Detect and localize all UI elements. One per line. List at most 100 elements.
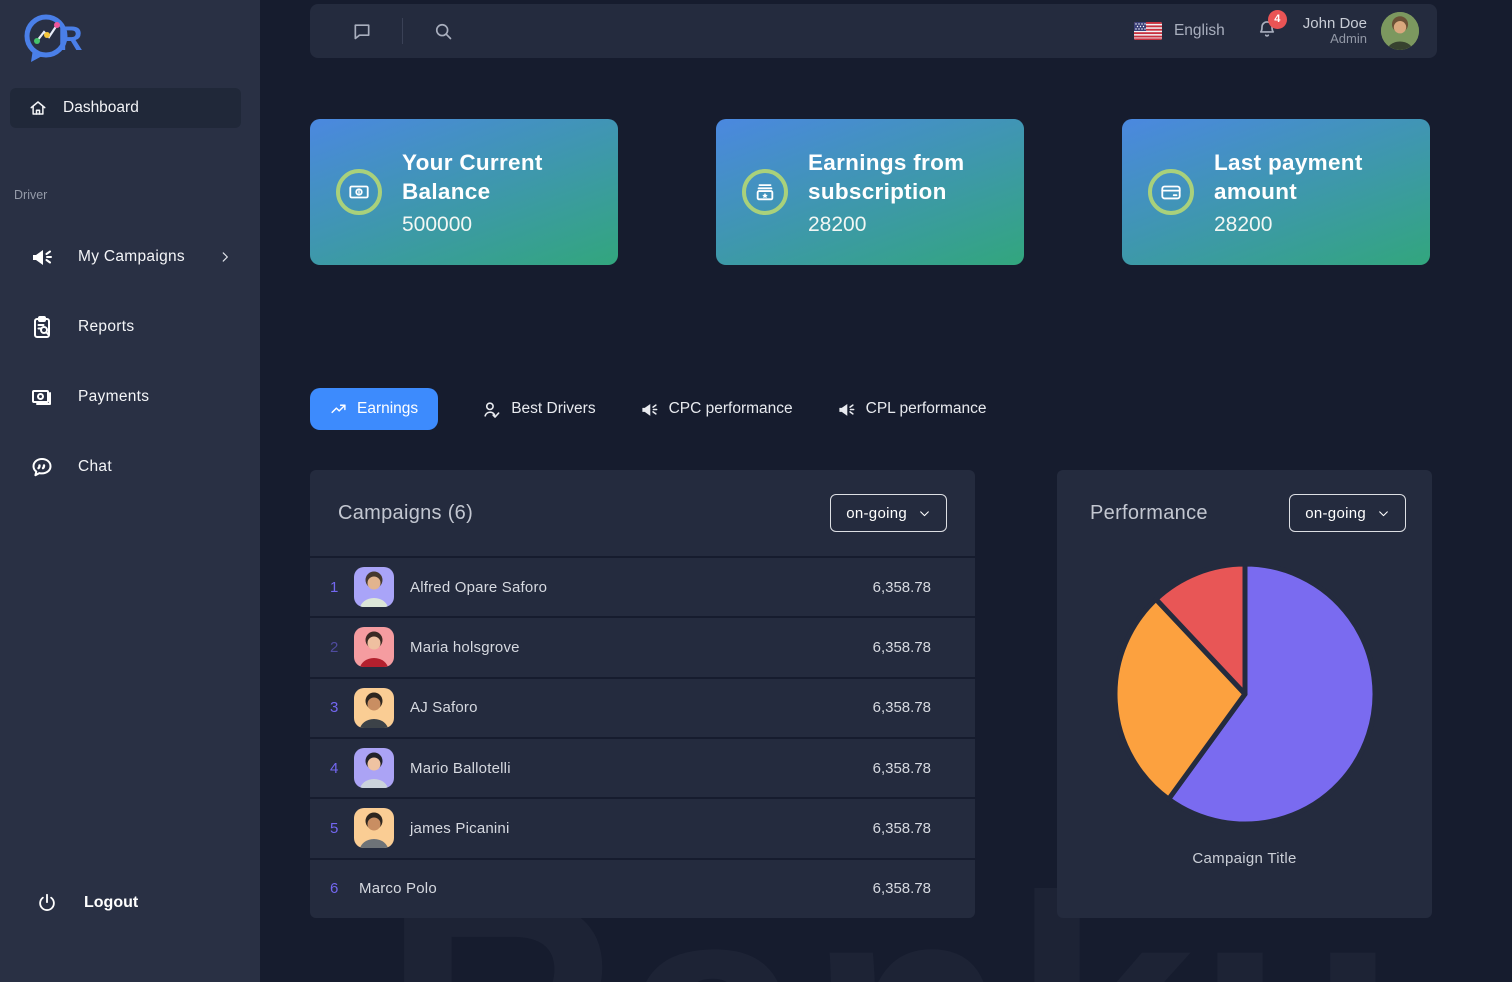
performance-panel: Performance on-going Campaign Title: [1057, 470, 1432, 918]
logout-button[interactable]: Logout: [36, 892, 138, 914]
driver-avatar: [354, 748, 394, 789]
user-avatar[interactable]: [1381, 12, 1419, 50]
tab-label: CPC performance: [668, 400, 793, 417]
tab-best-drivers[interactable]: Best Drivers: [482, 400, 596, 419]
tab-cpl-performance[interactable]: CPL performance: [837, 400, 987, 419]
driver-avatar: [354, 687, 394, 728]
campaign-row[interactable]: 3 AJ Saforo 6,358.78: [310, 676, 975, 737]
banknote-icon: [32, 390, 51, 405]
logo-icon: R: [24, 14, 83, 62]
tab-label: Earnings: [357, 400, 419, 417]
sidebar-nav: My Campaigns Reports Payments: [0, 222, 260, 502]
power-icon: [39, 893, 55, 911]
tab-earnings[interactable]: Earnings: [310, 388, 439, 430]
card-title: Last payment amount: [1214, 149, 1363, 204]
sidebar-item-reports[interactable]: Reports: [0, 292, 260, 362]
campaigns-panel: Campaigns (6) on-going 1 Alfred Opare Sa…: [310, 470, 975, 918]
driver-name: AJ Saforo: [410, 699, 478, 717]
card-icon-ring: [742, 169, 788, 215]
sidebar-item-dashboard[interactable]: Dashboard: [10, 88, 241, 128]
pie-slice-tertiary: [1153, 561, 1247, 697]
dashboard-label: Dashboard: [63, 99, 139, 116]
card-last-payment: Last payment amount 28200: [1122, 119, 1430, 265]
campaign-row[interactable]: 2 Maria holsgrove 6,358.78: [310, 616, 975, 676]
topbar-right: English 4 John Doe Admin: [1133, 9, 1419, 50]
filter-value: on-going: [1305, 504, 1366, 522]
pie-slice-primary: [1165, 561, 1377, 827]
row-rank: 6: [330, 880, 339, 898]
campaign-row[interactable]: 5 james Picanini 6,358.78: [310, 797, 975, 857]
user-check-icon: [484, 401, 500, 418]
campaign-row[interactable]: 1 Alfred Opare Saforo 6,358.78: [310, 556, 975, 616]
message-icon[interactable]: [352, 21, 372, 41]
earning-value: 6,358.78: [872, 699, 931, 717]
card-icon-ring: [1148, 169, 1194, 215]
bell-icon: [1259, 20, 1274, 37]
tab-label: CPL performance: [865, 400, 987, 417]
megaphone-icon: [839, 403, 855, 416]
notification-count-badge: 4: [1267, 9, 1287, 29]
driver-name: Mario Ballotelli: [410, 759, 511, 777]
performance-filter-dropdown[interactable]: on-going: [1289, 494, 1406, 532]
driver-avatar: [354, 567, 394, 608]
app-logo[interactable]: R: [20, 12, 86, 73]
earning-value: 6,358.78: [872, 578, 931, 596]
banknote-icon: [349, 185, 369, 199]
card-value: 28200: [808, 212, 867, 236]
nav-label: Payments: [78, 388, 150, 405]
earning-value: 6,358.78: [872, 759, 931, 777]
topbar: English 4 John Doe Admin: [310, 4, 1437, 58]
driver-name: Alfred Opare Saforo: [410, 578, 548, 596]
nav-label: My Campaigns: [78, 248, 185, 265]
tab-cpc-performance[interactable]: CPC performance: [640, 400, 793, 419]
report-search-icon: [34, 316, 50, 338]
avatar-graphic: [1381, 12, 1419, 50]
chat-icon: [32, 458, 52, 477]
user-info[interactable]: John Doe Admin: [1303, 15, 1367, 47]
chevron-down-icon: [1379, 510, 1388, 516]
row-rank: 5: [330, 819, 339, 837]
stat-cards: Your Current Balance 500000 Earnings fro…: [310, 119, 1430, 265]
sidebar-item-chat[interactable]: Chat: [0, 432, 260, 502]
logout-label: Logout: [84, 894, 139, 911]
card-value: 28200: [1214, 212, 1273, 236]
driver-name: Maria holsgrove: [410, 638, 520, 656]
user-role: Admin: [1330, 31, 1367, 47]
campaigns-filter-dropdown[interactable]: on-going: [830, 494, 947, 532]
performance-pie: [1112, 561, 1377, 827]
sidebar: R Dashboard Driver My Campaigns: [0, 0, 260, 982]
driver-avatar: [354, 808, 394, 849]
svg-text:R: R: [58, 20, 83, 58]
topbar-divider: [402, 18, 403, 44]
earning-value: 6,358.78: [872, 880, 931, 898]
driver-name: Marco Polo: [359, 880, 437, 898]
user-name: John Doe: [1302, 14, 1367, 32]
pie-slice-secondary: [1112, 596, 1247, 802]
card-value: 500000: [402, 212, 473, 236]
search-icon[interactable]: [433, 21, 453, 41]
driver-name: james Picanini: [410, 819, 510, 837]
card-subscription-earnings: Earnings from subscription 28200: [716, 119, 1024, 265]
campaign-row[interactable]: 4 Mario Ballotelli 6,358.78: [310, 736, 975, 797]
campaigns-title: Campaigns (6): [338, 501, 474, 524]
archive-star-icon: [756, 184, 774, 201]
home-icon: [30, 101, 46, 115]
notifications-button[interactable]: 4: [1257, 9, 1287, 44]
sidebar-item-my-campaigns[interactable]: My Campaigns: [0, 222, 260, 292]
earning-value: 6,358.78: [872, 638, 931, 656]
language-selector[interactable]: English: [1173, 22, 1225, 39]
card-icon-ring: [336, 169, 382, 215]
megaphone-icon: [33, 250, 52, 265]
performance-title: Performance: [1090, 501, 1208, 524]
driver-avatar: [354, 627, 394, 668]
row-rank: 1: [330, 578, 339, 596]
us-flag-icon[interactable]: [1133, 22, 1162, 40]
nav-label: Chat: [78, 458, 112, 475]
report-tabs: Earnings Best Drivers CPC performance CP…: [310, 388, 987, 430]
sidebar-section-label: Driver: [14, 188, 48, 202]
sidebar-item-payments[interactable]: Payments: [0, 362, 260, 432]
flag-graphic: [1133, 22, 1162, 40]
campaigns-list: 1 Alfred Opare Saforo 6,358.78 2 Maria h…: [310, 556, 975, 918]
card-title: Your Current Balance: [402, 149, 543, 204]
campaign-row[interactable]: 6 Marco Polo 6,358.78: [310, 857, 975, 918]
